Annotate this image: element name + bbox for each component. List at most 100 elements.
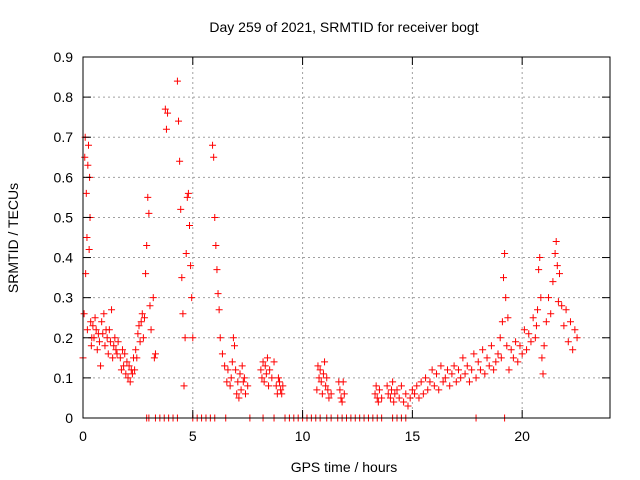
data-point	[215, 306, 223, 314]
data-point	[229, 334, 237, 342]
axis-tick-labels: 0 0.1 0.2 0.3 0.4 0.5 0.6 0.7 0.8 0.9 0 5 10 15 20	[54, 49, 531, 444]
data-point	[319, 370, 327, 378]
data-point	[424, 386, 432, 394]
axis-ticks	[82, 56, 610, 419]
data-point	[383, 382, 391, 390]
data-point	[536, 254, 544, 262]
data-point	[500, 274, 508, 282]
data-point	[233, 390, 241, 398]
data-point	[527, 338, 535, 346]
data-point	[87, 342, 95, 350]
data-point	[89, 322, 97, 330]
data-point	[487, 342, 495, 350]
data-point	[323, 374, 331, 382]
y-tick-label: 0.7	[54, 129, 74, 145]
data-point	[465, 378, 473, 386]
data-point	[439, 378, 447, 386]
data-point	[145, 209, 153, 217]
data-point	[316, 366, 324, 374]
data-point	[218, 350, 226, 358]
data-point	[223, 378, 231, 386]
data-point	[339, 378, 347, 386]
data-point	[518, 350, 526, 358]
y-tick-label: 0.9	[54, 49, 74, 65]
data-point	[81, 153, 89, 161]
data-point	[539, 370, 547, 378]
data-point	[562, 306, 570, 314]
data-point	[139, 334, 147, 342]
data-point	[126, 378, 134, 386]
data-point	[84, 161, 92, 169]
data-point	[173, 77, 181, 85]
data-point	[110, 342, 118, 350]
data-point	[210, 153, 218, 161]
data-point	[397, 382, 405, 390]
data-point	[144, 193, 152, 201]
chart-title: Day 259 of 2021, SRMTID for receiver bog…	[209, 19, 478, 35]
data-point	[216, 334, 224, 342]
data-point	[540, 342, 548, 350]
data-point	[538, 354, 546, 362]
data-point	[260, 378, 268, 386]
data-point	[315, 374, 323, 382]
data-point	[228, 358, 236, 366]
data-point	[452, 378, 460, 386]
y-tick-label: 0.2	[54, 330, 74, 346]
data-point	[485, 362, 493, 370]
y-axis-label: SRMTID / TECUs	[5, 183, 21, 293]
data-point	[138, 310, 146, 318]
data-point	[389, 378, 397, 386]
data-point	[336, 386, 344, 394]
x-tick-label: 0	[79, 428, 87, 444]
data-point	[545, 294, 553, 302]
data-point	[128, 370, 136, 378]
data-point	[276, 378, 284, 386]
data-point	[564, 338, 572, 346]
data-point	[227, 374, 235, 382]
data-point	[161, 105, 169, 113]
data-point	[457, 374, 465, 382]
data-point	[211, 213, 219, 221]
y-tick-label: 0.1	[54, 370, 74, 386]
data-point	[573, 334, 581, 342]
data-point	[124, 374, 132, 382]
data-point	[390, 398, 398, 406]
data-point	[213, 266, 221, 274]
data-point	[257, 366, 265, 374]
data-point	[90, 334, 98, 342]
data-point	[492, 358, 500, 366]
data-point	[92, 326, 100, 334]
data-point	[266, 366, 274, 374]
data-point	[483, 354, 491, 362]
data-point	[560, 322, 568, 330]
data-point	[176, 157, 184, 165]
data-point	[83, 326, 91, 334]
data-point	[531, 334, 539, 342]
data-point	[111, 334, 119, 342]
data-point	[566, 318, 574, 326]
data-point	[411, 390, 419, 398]
plot-frame	[82, 56, 611, 419]
data-point	[512, 338, 520, 346]
y-tick-label: 0.6	[54, 169, 74, 185]
data-point	[82, 189, 90, 197]
data-point	[490, 366, 498, 374]
data-point	[179, 310, 187, 318]
data-point	[571, 326, 579, 334]
data-point	[221, 362, 229, 370]
data-point	[164, 109, 172, 117]
data-point	[278, 390, 286, 398]
data-point	[188, 294, 196, 302]
data-point	[137, 318, 145, 326]
data-point	[97, 362, 105, 370]
data-point	[415, 394, 423, 402]
y-tick-label: 0.8	[54, 89, 74, 105]
data-point	[404, 402, 412, 410]
data-point	[108, 306, 116, 314]
data-point	[147, 326, 155, 334]
data-point	[520, 326, 528, 334]
data-point	[468, 366, 476, 374]
data-point	[552, 238, 560, 246]
data-point	[236, 370, 244, 378]
